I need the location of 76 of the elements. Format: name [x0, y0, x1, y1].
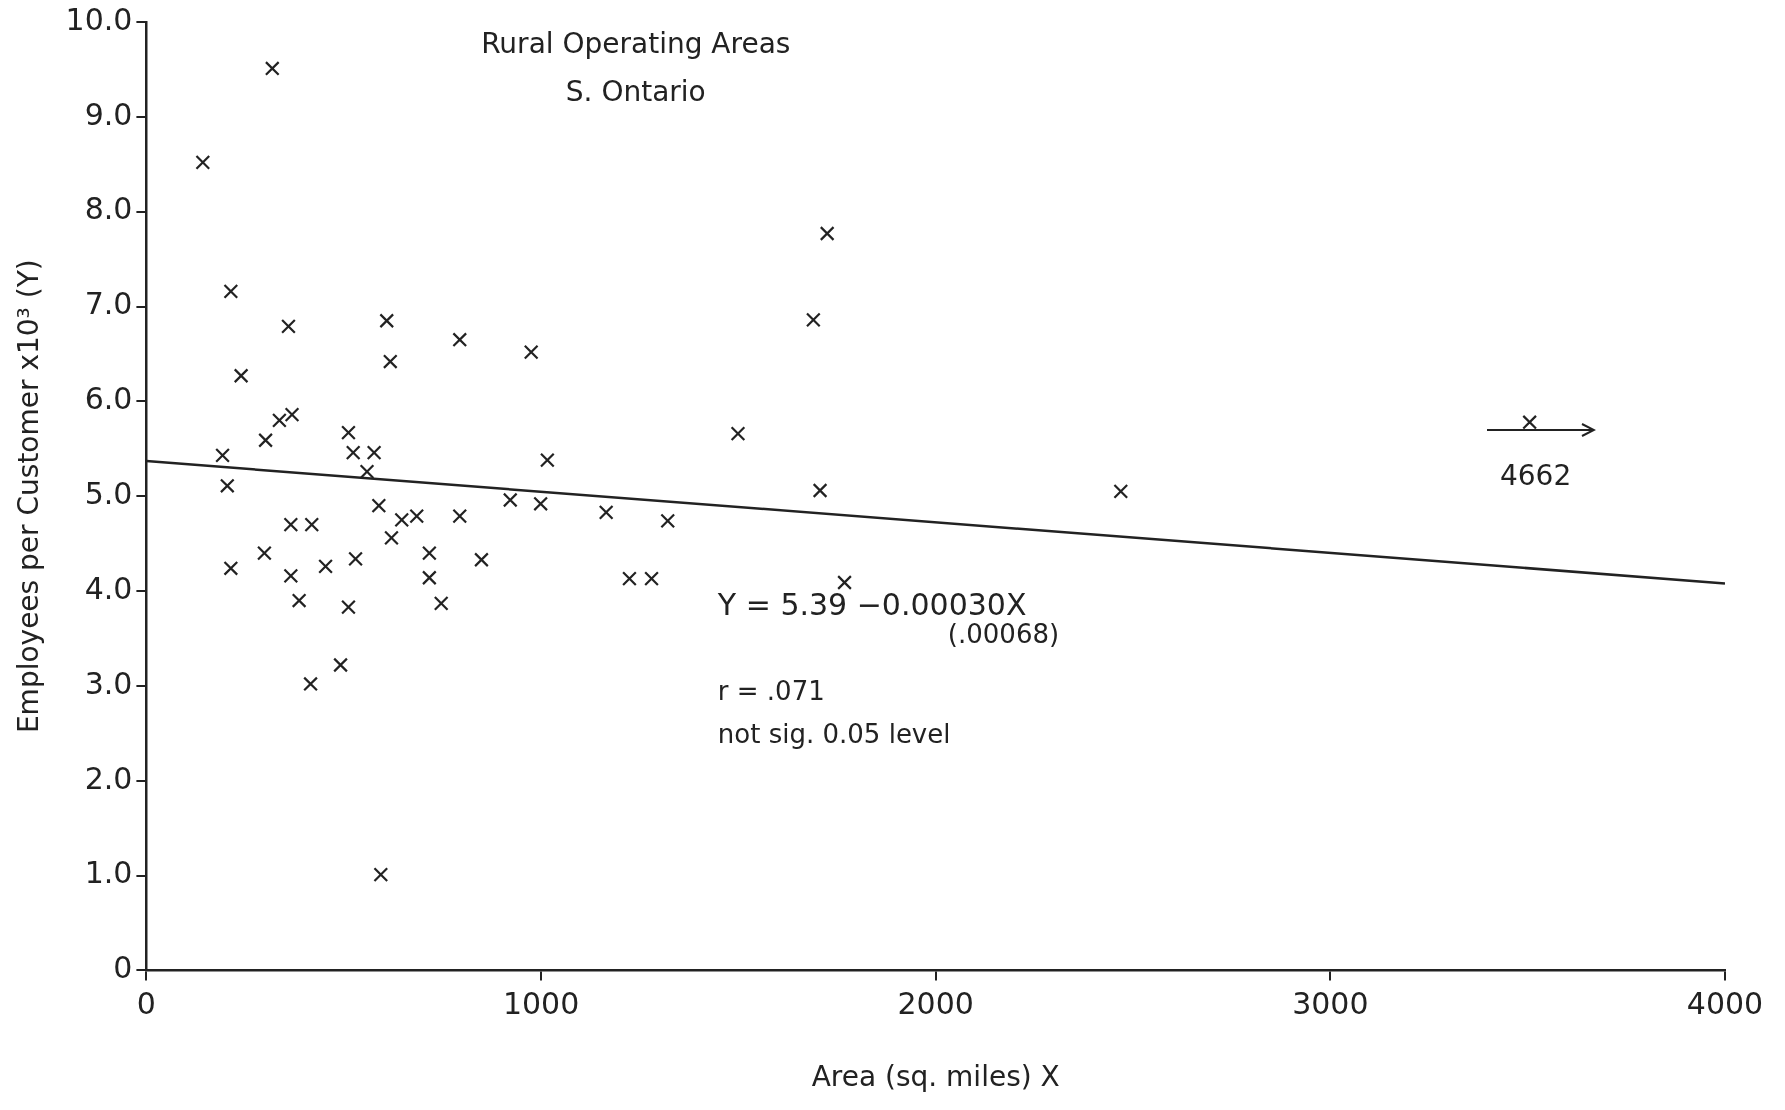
point [359, 464, 375, 480]
x-tick-label: 3000 [1292, 986, 1369, 1022]
point [345, 445, 361, 461]
point [284, 407, 300, 423]
y-tick-label: 0 [113, 950, 133, 986]
point [379, 313, 395, 329]
point [1113, 483, 1129, 499]
point [304, 517, 320, 533]
point [340, 425, 356, 441]
point [271, 412, 287, 428]
point [523, 344, 539, 360]
point [258, 432, 274, 448]
y-tick-label: 7.0 [84, 286, 133, 322]
point [283, 568, 299, 584]
x-tick-label: 2000 [897, 986, 974, 1022]
point [371, 498, 387, 514]
y-tick-label: 8.0 [84, 191, 133, 227]
point [384, 530, 399, 546]
point [233, 368, 249, 384]
y-tick-label: 2.0 [84, 760, 133, 796]
point [812, 483, 828, 498]
point [340, 599, 356, 615]
point [256, 545, 272, 561]
y-tick-label: 4.0 [84, 570, 133, 606]
point [837, 575, 852, 590]
point [281, 318, 296, 334]
point [291, 593, 307, 608]
point [223, 283, 239, 299]
chart-title: Rural Operating Areas [481, 27, 791, 61]
point [394, 512, 410, 528]
point [215, 447, 231, 463]
point [283, 517, 299, 533]
y-tick-label: 1.0 [84, 855, 133, 891]
point [621, 571, 637, 587]
point [533, 496, 549, 512]
x-tick-label: 4000 [1686, 986, 1764, 1022]
point [598, 504, 614, 520]
point [409, 508, 425, 524]
point [382, 354, 398, 369]
annotation: 4662 [1499, 458, 1572, 492]
point [730, 426, 746, 442]
point [539, 452, 555, 468]
point [348, 551, 364, 567]
y-tick-label: 6.0 [84, 381, 133, 417]
point [805, 312, 821, 328]
x-tick-label: 0 [136, 986, 156, 1022]
point [421, 570, 437, 586]
point [433, 595, 449, 611]
x-tick-label: 1000 [502, 986, 580, 1022]
point [421, 545, 437, 561]
point [333, 657, 349, 673]
point [473, 552, 489, 568]
y-tick-label: 5.0 [84, 476, 133, 511]
point [318, 558, 334, 574]
point [264, 61, 280, 76]
point [219, 478, 235, 494]
x-axis-title: Area (sq. miles) X [811, 1060, 1060, 1094]
point [223, 560, 239, 576]
annotation: r = .071 [717, 675, 825, 706]
point [502, 492, 518, 508]
point [1522, 414, 1538, 430]
y-tick-label: 9.0 [84, 96, 133, 132]
point [366, 445, 382, 461]
y-axis-title: Employees per Customer x10³ (Y) [12, 259, 46, 734]
point [303, 676, 319, 692]
point [195, 154, 211, 170]
point [644, 571, 660, 587]
point [452, 332, 468, 348]
y-tick-label: 10.0 [65, 1, 133, 37]
y-tick-label: 3.0 [84, 665, 133, 701]
point [660, 513, 676, 529]
point [452, 508, 468, 524]
point [373, 867, 389, 883]
text: S. Ontario [565, 75, 706, 109]
point [819, 226, 835, 241]
annotation: not sig. 0.05 level [717, 718, 951, 749]
